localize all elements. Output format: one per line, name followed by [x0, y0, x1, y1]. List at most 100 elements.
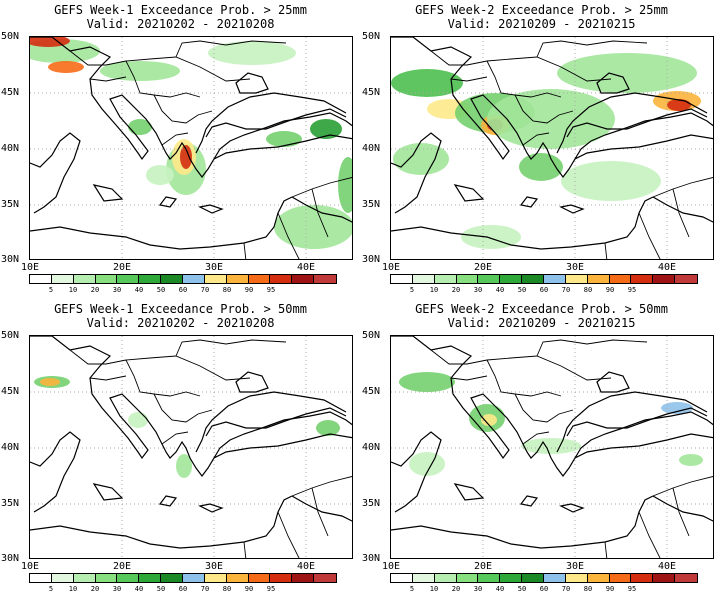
country-border [89, 375, 127, 381]
country-border [125, 359, 201, 397]
coastline [596, 371, 630, 393]
lon-label-40e: 40E [657, 561, 677, 572]
colorbar-swatch [500, 574, 523, 582]
coastline [391, 37, 713, 178]
country-border [430, 349, 612, 381]
colorbar-swatch [544, 574, 566, 582]
colorbar-label: 20 [451, 585, 461, 593]
colorbar-label: 95 [627, 286, 637, 294]
country-border [672, 487, 690, 537]
lon-label-20e: 20E [473, 561, 493, 572]
colorbar [390, 573, 698, 583]
colorbar-swatch [478, 574, 501, 582]
colorbar-label: 10 [429, 286, 439, 294]
coastline [566, 407, 708, 437]
lon-label-20e: 20E [112, 561, 132, 572]
coastline [291, 495, 352, 522]
colorbar-label: 80 [222, 585, 232, 593]
probability-area [40, 378, 60, 386]
colorbar-label: 5 [409, 585, 415, 593]
probability-area [146, 165, 174, 185]
panel-title: GEFS Week-2 Exceedance Prob. > 25mm [415, 3, 668, 17]
colorbar-label: 50 [156, 286, 166, 294]
panel-valid-dates: Valid: 20210202 - 20210208 [86, 17, 275, 31]
colorbar-label: 10 [429, 585, 439, 593]
colorbar-labels: 5 10 20 30 40 50 60 70 80 90 95 [361, 286, 722, 296]
colorbar-swatch [456, 574, 479, 582]
lat-label-35n: 35N [362, 199, 381, 210]
colorbar-label: 60 [539, 286, 549, 294]
colorbar-labels: 5 10 20 30 40 50 60 70 80 90 95 [0, 286, 361, 296]
lat-label-50n: 50N [1, 31, 20, 42]
probability-area [316, 420, 340, 436]
coastline [30, 37, 352, 178]
probability-area [180, 145, 192, 169]
colorbar-swatch [30, 275, 52, 283]
lat-label-45n: 45N [1, 87, 20, 98]
coastline [574, 411, 713, 459]
coastline [453, 483, 485, 501]
country-border [672, 188, 690, 238]
coastline [519, 495, 539, 507]
country-border [69, 50, 251, 82]
coastline [30, 132, 81, 214]
coastline [652, 196, 713, 223]
lat-label-30n: 30N [1, 254, 20, 265]
colorbar-swatch [204, 574, 227, 582]
country-border [430, 50, 612, 82]
colorbar [29, 573, 337, 583]
lon-label-30e: 30E [204, 262, 224, 273]
colorbar-label: 10 [68, 585, 78, 593]
lon-label-40e: 40E [657, 262, 677, 273]
coastline [205, 407, 347, 437]
coastline [213, 112, 352, 160]
colorbar-swatch [292, 574, 315, 582]
panel-valid-dates: Valid: 20210209 - 20210215 [447, 17, 636, 31]
coastline [235, 72, 269, 94]
lat-label-40n: 40N [1, 442, 20, 453]
colorbar-swatch [544, 275, 566, 283]
coastline [30, 336, 352, 477]
colorbar-swatch [226, 275, 249, 283]
colorbar-label: 95 [266, 585, 276, 593]
coastline [30, 431, 81, 513]
probability-area [481, 414, 497, 426]
colorbar-label: 40 [495, 585, 505, 593]
country-border [291, 476, 352, 497]
colorbar-swatch [248, 574, 271, 582]
probability-area [30, 37, 70, 47]
colorbar-swatch [609, 275, 632, 283]
colorbar-swatch [675, 574, 698, 582]
panel-title: GEFS Week-1 Exceedance Prob. > 50mm [54, 302, 307, 316]
colorbar-swatch [587, 574, 610, 582]
colorbar-swatch [161, 574, 184, 582]
probability-area [338, 157, 352, 213]
country-border [604, 242, 608, 259]
country-border [536, 339, 648, 357]
coastline [205, 108, 347, 138]
lon-label-10e: 10E [20, 561, 40, 572]
colorbar-label: 30 [112, 585, 122, 593]
country-border [291, 177, 352, 198]
lat-label-45n: 45N [362, 386, 381, 397]
colorbar-label: 90 [244, 585, 254, 593]
lat-label-35n: 35N [1, 199, 20, 210]
panel-title: GEFS Week-2 Exceedance Prob. > 50mm [415, 302, 668, 316]
coastline [158, 495, 178, 507]
lat-label-35n: 35N [362, 498, 381, 509]
coastline [453, 184, 485, 202]
lat-label-45n: 45N [1, 386, 20, 397]
lon-label-10e: 10E [381, 262, 401, 273]
colorbar-swatch [631, 574, 654, 582]
lon-label-30e: 30E [204, 561, 224, 572]
country-border [175, 339, 287, 357]
colorbar-label: 5 [48, 286, 54, 294]
colorbar-label: 90 [244, 286, 254, 294]
colorbar-swatch [204, 275, 227, 283]
colorbar-label: 95 [627, 585, 637, 593]
panel-valid-dates: Valid: 20210209 - 20210215 [447, 316, 636, 330]
colorbar [29, 274, 337, 284]
probability-area [391, 69, 463, 97]
country-border [311, 188, 329, 238]
country-border [450, 76, 488, 82]
